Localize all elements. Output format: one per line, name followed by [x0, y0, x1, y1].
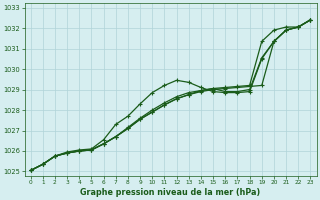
X-axis label: Graphe pression niveau de la mer (hPa): Graphe pression niveau de la mer (hPa) — [80, 188, 261, 197]
